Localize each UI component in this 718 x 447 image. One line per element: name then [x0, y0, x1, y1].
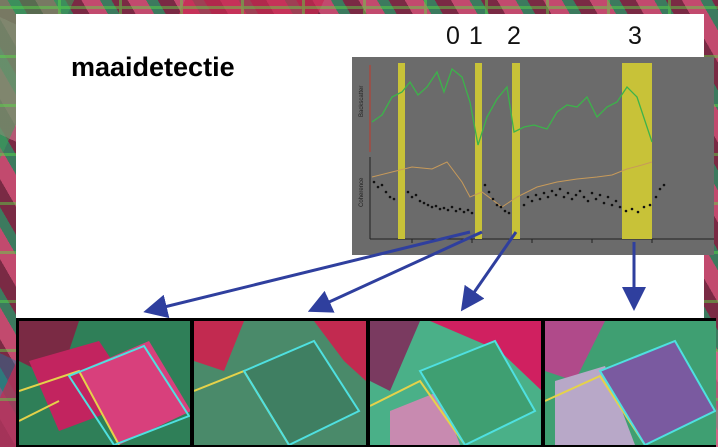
mowing-band-0	[398, 63, 405, 239]
marker-label-2: 2	[507, 22, 522, 50]
chart-background	[352, 57, 714, 255]
marker-label-3: 3	[628, 22, 643, 50]
slide-title: maaidetectie	[71, 52, 235, 82]
mowing-band-3	[622, 63, 652, 239]
upper-axis-label: Backscatter	[359, 86, 365, 117]
mowing-image-1	[194, 321, 366, 445]
mowing-image-2	[369, 321, 541, 445]
mowing-image-strip	[16, 318, 716, 447]
mowing-image-3	[544, 321, 716, 445]
coherence-points	[372, 180, 666, 215]
secondary-line	[371, 161, 653, 208]
backscatter-line	[371, 67, 653, 146]
time-series-chart: Backscatter Coherence	[352, 57, 714, 255]
marker-label-01: 0 1	[446, 22, 484, 50]
mowing-band-2	[512, 63, 520, 239]
lower-axis-label: Coherence	[359, 177, 365, 207]
mowing-image-0	[19, 321, 191, 445]
mowing-band-1	[475, 63, 482, 239]
